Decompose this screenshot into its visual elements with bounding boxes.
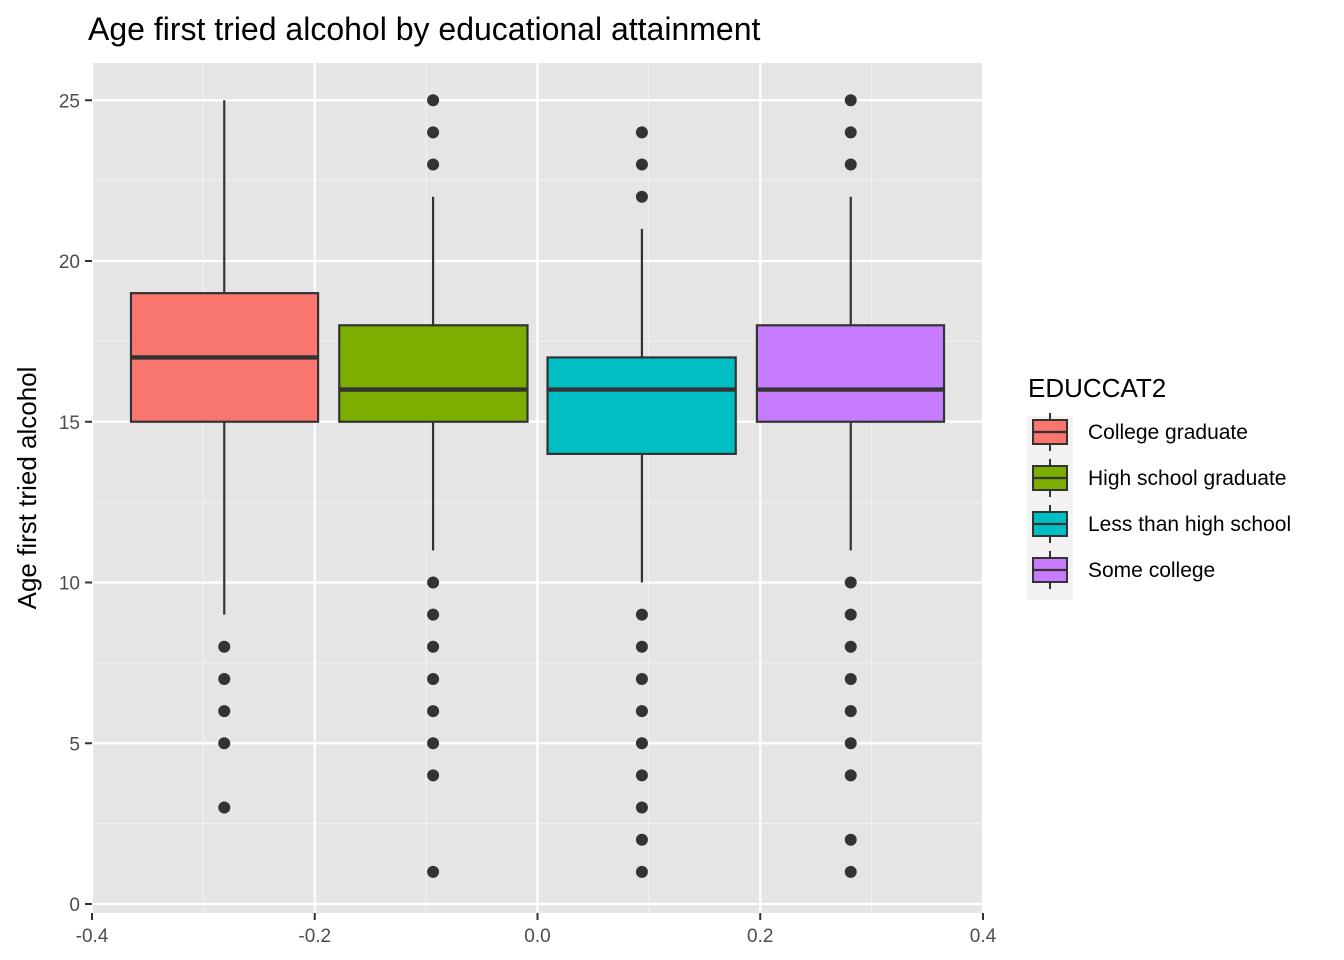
legend-label: Less than high school	[1088, 513, 1291, 536]
box-group	[546, 126, 737, 878]
outlier-point	[844, 576, 857, 589]
x-tick-label: -0.4	[76, 926, 109, 947]
outlier-point	[427, 737, 440, 750]
legend-item: Less than high school	[1032, 505, 1291, 543]
box-iqr	[338, 324, 529, 423]
legend-item: College graduate	[1032, 413, 1248, 451]
outlier-point	[844, 769, 857, 782]
y-axis: 0 5 10 15 20 25	[59, 91, 92, 916]
legend-label: Some college	[1088, 559, 1215, 582]
outlier-point	[844, 737, 857, 750]
box-group	[755, 94, 946, 878]
outlier-point	[427, 158, 440, 171]
outlier-point	[635, 801, 648, 814]
outlier-point	[635, 705, 648, 718]
outlier-point	[844, 672, 857, 685]
outlier-point	[218, 705, 231, 718]
x-axis: -0.4 -0.2 0.0 0.2 0.4	[76, 913, 997, 947]
outlier-point	[635, 126, 648, 139]
outlier-point	[635, 640, 648, 653]
outlier-point	[427, 705, 440, 718]
outlier-point	[218, 801, 231, 814]
outlier-point	[844, 833, 857, 846]
outlier-point	[635, 833, 648, 846]
outlier-point	[844, 158, 857, 171]
legend-label: College graduate	[1088, 421, 1248, 444]
outlier-point	[427, 576, 440, 589]
outlier-point	[427, 865, 440, 878]
outlier-point	[427, 769, 440, 782]
box-group	[129, 100, 320, 814]
y-axis-title: Age first tried alcohol	[12, 367, 42, 610]
chart-title: Age first tried alcohol by educational a…	[88, 11, 761, 47]
y-tick-label: 0	[69, 895, 80, 916]
outlier-point	[844, 705, 857, 718]
outlier-point	[218, 737, 231, 750]
x-tick-label: 0.2	[747, 926, 773, 947]
outlier-point	[844, 94, 857, 107]
x-tick-label: -0.2	[298, 926, 331, 947]
outlier-point	[427, 608, 440, 621]
y-tick-label: 10	[59, 574, 80, 595]
outlier-point	[635, 737, 648, 750]
outlier-point	[218, 640, 231, 653]
box-iqr	[546, 356, 737, 456]
y-tick-label: 5	[69, 734, 80, 755]
outlier-point	[218, 672, 231, 685]
y-tick-label: 20	[59, 252, 80, 273]
outlier-point	[427, 672, 440, 685]
outlier-point	[635, 672, 648, 685]
outlier-point	[427, 126, 440, 139]
outlier-point	[635, 158, 648, 171]
legend-item: High school graduate	[1032, 459, 1286, 497]
box-iqr	[755, 324, 946, 423]
outlier-point	[844, 865, 857, 878]
outlier-point	[427, 94, 440, 107]
outlier-point	[427, 640, 440, 653]
legend-item: Some college	[1032, 551, 1215, 589]
major-gridlines	[90, 63, 985, 913]
outlier-point	[844, 126, 857, 139]
outlier-point	[844, 640, 857, 653]
legend-title: EDUCCAT2	[1028, 373, 1166, 403]
outlier-point	[635, 865, 648, 878]
x-tick-label: 0.4	[970, 926, 997, 947]
legend-label: High school graduate	[1088, 467, 1286, 490]
box-group	[338, 94, 529, 878]
outlier-point	[844, 608, 857, 621]
box-series	[129, 94, 946, 878]
y-tick-label: 25	[59, 91, 80, 112]
outlier-point	[635, 608, 648, 621]
y-tick-label: 15	[59, 413, 80, 434]
outlier-point	[635, 769, 648, 782]
x-tick-label: 0.0	[524, 926, 550, 947]
legend: EDUCCAT2 College graduate High school gra…	[1027, 373, 1291, 600]
outlier-point	[635, 190, 648, 203]
